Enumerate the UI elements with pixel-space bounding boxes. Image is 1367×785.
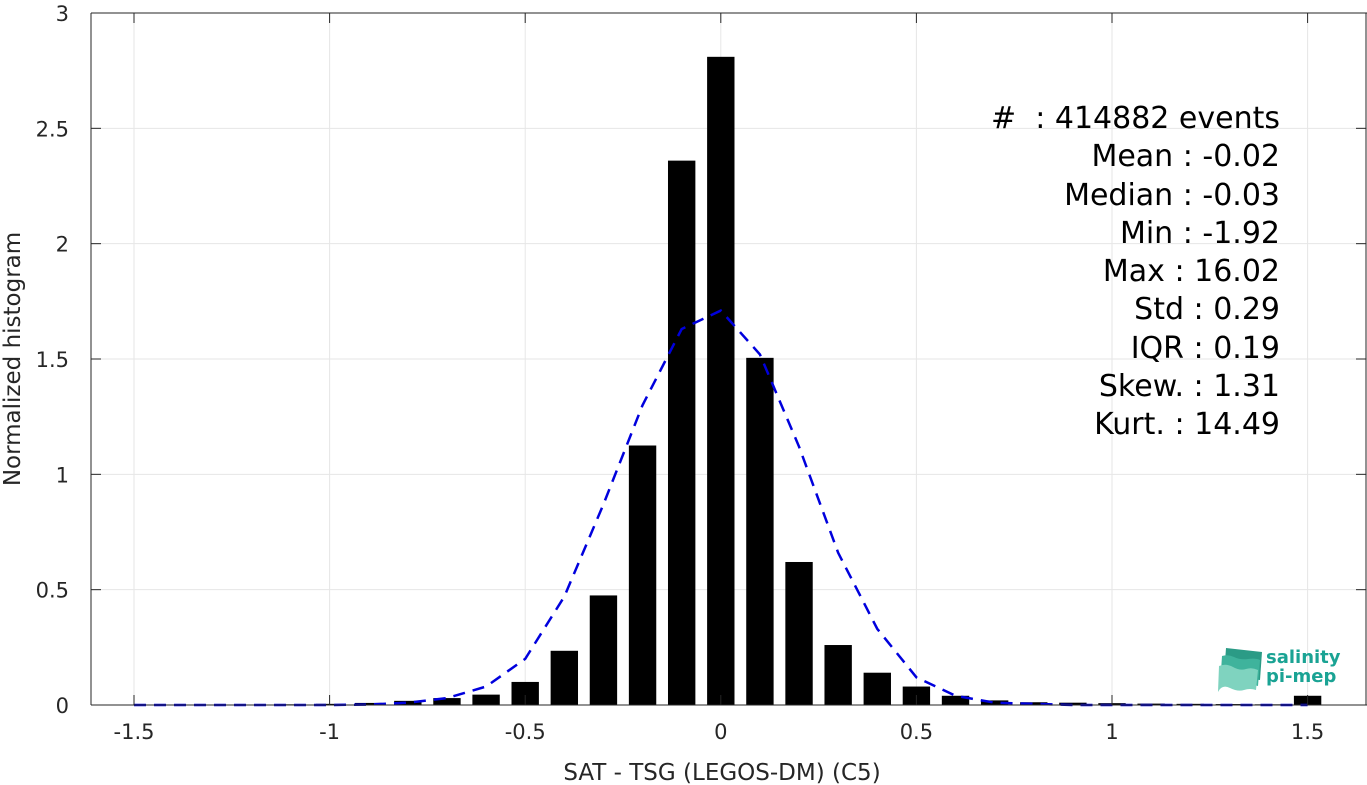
histogram-bar [667,160,696,706]
statistics-panel: # : 414882 events Mean : -0.02 Median : … [940,100,1280,445]
stat-events: # : 414882 events [991,101,1280,136]
histogram-bar [1059,702,1087,705]
y-tick-labels: 0 0.5 1 1.5 2 2.5 3 [36,2,69,718]
stat-std: Std : 0.29 [1134,292,1280,328]
histogram-bar [746,357,774,705]
stat-kurt: Kurt. : 14.49 [1094,407,1280,443]
histogram-bar [589,595,618,705]
x-tick-label: -1.5 [114,720,155,744]
axes-frame [90,12,1367,706]
logo-line-pimep: pi-mep [1266,666,1337,687]
histogram-bar [355,702,383,705]
histogram-bar [472,694,500,705]
y-axis-label: Normalized histogram [0,232,26,486]
histogram-bar [394,700,422,705]
histogram-bar [707,56,735,706]
wave-logo-icon [1218,648,1262,692]
histogram-bar [511,681,539,705]
histogram-bar [550,650,579,705]
histogram-bar [980,700,1009,705]
x-tick-label: -0.5 [505,720,546,744]
y-tick-label: 1.5 [36,348,69,372]
y-tick-label: 2 [56,233,69,257]
bars-group [120,56,1322,706]
y-tick-label: 3 [56,2,69,26]
histogram-bar [628,445,657,705]
stat-skew: Skew. : 1.31 [1098,369,1280,405]
y-tick-label: 2.5 [36,117,69,141]
histogram-bar [863,672,891,705]
y-tick-label: 0 [56,694,69,718]
stat-min: Min : -1.92 [1119,215,1280,251]
x-tick-label: 1 [1105,720,1118,744]
stat-iqr: IQR : 0.19 [1130,330,1280,366]
salinity-pimep-logo: salinity pi-mep [1216,646,1346,694]
histogram-bar [1020,702,1048,705]
stat-median: Median : -0.03 [1064,177,1280,213]
stat-max: Max : 16.02 [1102,254,1280,290]
histogram-bar [941,695,970,705]
histogram-bar [785,561,813,705]
y-tick-label: 1 [56,463,69,487]
x-tick-label: 0.5 [900,720,933,744]
x-tick-label: 1.5 [1291,720,1324,744]
x-tick-labels: -1.5 -1 -0.5 0 0.5 1 1.5 [114,720,1325,744]
x-tick-label: -1 [319,720,340,744]
stat-mean: Mean : -0.02 [1091,139,1280,175]
y-tick-label: 0.5 [36,579,69,603]
histogram-bar [433,698,461,705]
x-tick-label: 0 [714,720,727,744]
logo-line-salinity: salinity [1266,647,1341,668]
x-axis-label: SAT - TSG (LEGOS-DM) (C5) [563,760,880,785]
histogram-bar [824,645,852,705]
